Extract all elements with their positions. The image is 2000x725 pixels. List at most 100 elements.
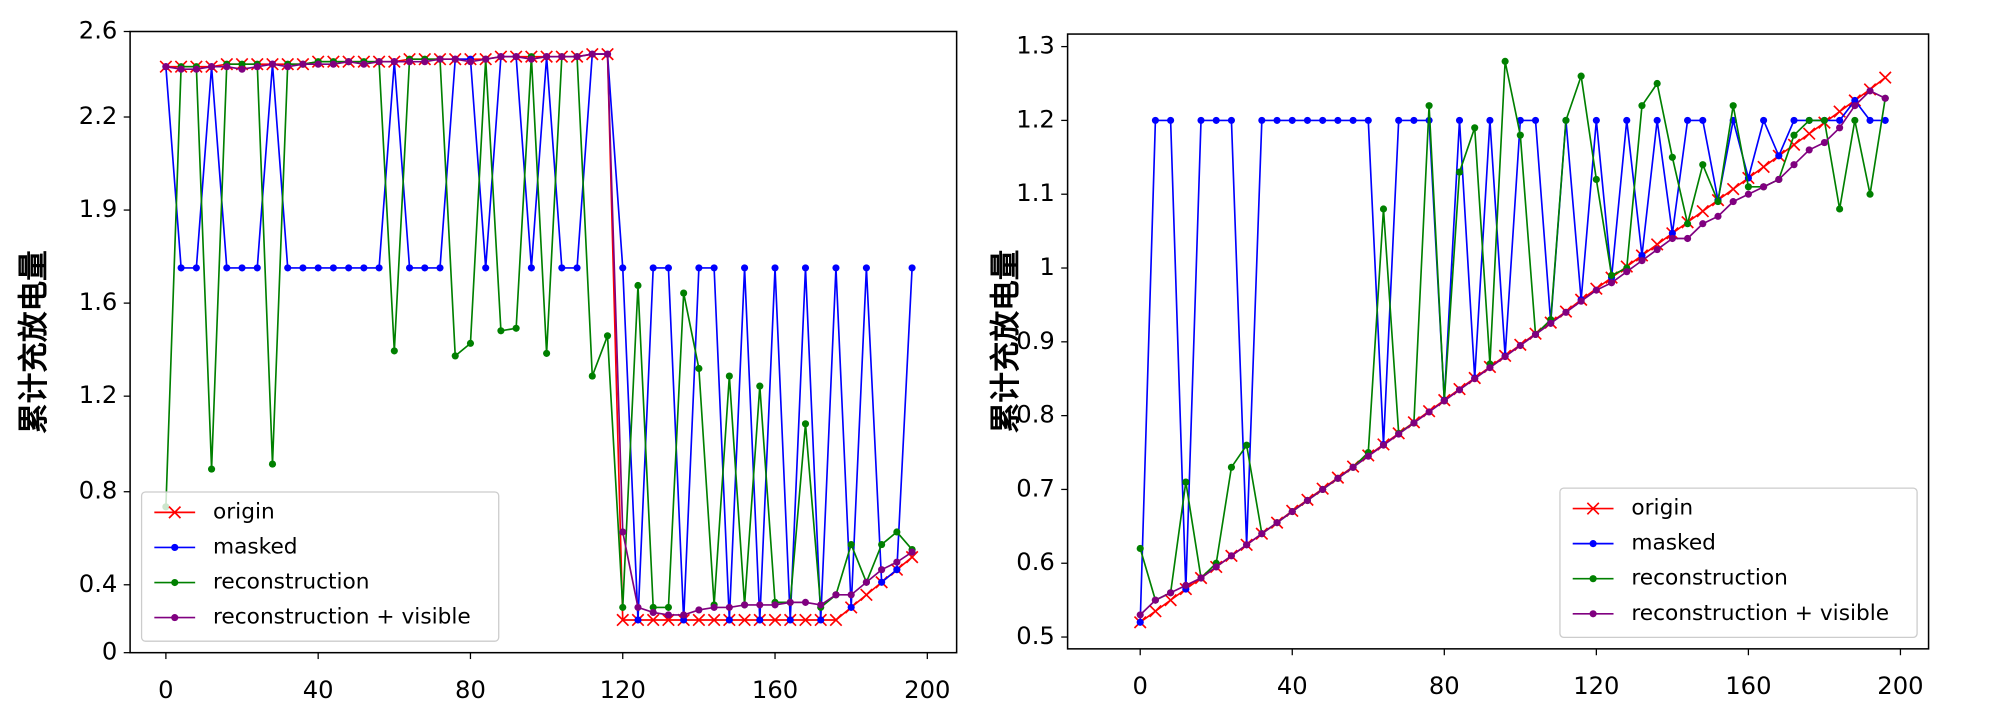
x-tick-label: 120 — [600, 676, 646, 704]
plot-frame — [1066, 33, 1930, 650]
marker — [1653, 116, 1661, 124]
marker — [390, 58, 398, 66]
y-tick-label: 0.5 — [1016, 622, 1055, 650]
marker — [862, 264, 870, 272]
marker — [1136, 611, 1144, 619]
marker — [771, 264, 779, 272]
marker — [786, 616, 794, 624]
marker — [649, 603, 657, 611]
marker — [1486, 116, 1494, 124]
marker — [664, 264, 673, 272]
marker — [878, 566, 886, 574]
marker — [1273, 116, 1281, 124]
marker — [466, 58, 475, 66]
marker — [710, 603, 718, 611]
x-tick-label: 200 — [904, 676, 950, 704]
marker — [238, 65, 246, 73]
marker — [171, 614, 179, 622]
x-tick-label: 0 — [1132, 672, 1147, 700]
marker — [1547, 319, 1555, 327]
legend-label: reconstruction + visible — [1631, 601, 1889, 626]
marker — [1471, 375, 1479, 383]
marker — [238, 60, 246, 68]
marker — [619, 264, 627, 272]
marker — [707, 613, 721, 627]
marker — [619, 528, 627, 536]
marker — [695, 606, 703, 614]
marker — [436, 264, 444, 272]
marker — [1592, 286, 1600, 294]
y-tick-label: 2.2 — [79, 102, 118, 130]
marker — [436, 55, 444, 63]
marker — [223, 264, 231, 272]
marker — [1699, 116, 1707, 124]
marker — [1151, 116, 1159, 124]
marker — [1802, 127, 1816, 141]
marker — [603, 50, 612, 58]
marker — [1668, 153, 1676, 161]
marker — [171, 578, 179, 587]
marker — [268, 460, 277, 468]
marker — [1699, 220, 1707, 228]
legend-label: masked — [1631, 531, 1716, 556]
marker — [847, 540, 855, 549]
marker — [1410, 419, 1418, 427]
marker — [253, 264, 261, 272]
marker — [1395, 430, 1403, 438]
plot-frame — [129, 30, 958, 654]
marker — [741, 601, 749, 609]
marker — [860, 588, 873, 602]
marker — [1684, 220, 1692, 228]
y-tick-label: 1.9 — [79, 195, 118, 223]
y-tick-label: 1.2 — [1016, 105, 1055, 133]
marker — [649, 264, 657, 272]
marker — [573, 53, 581, 61]
marker — [405, 58, 414, 66]
marker — [1149, 604, 1162, 618]
marker — [1836, 116, 1844, 124]
marker — [832, 591, 840, 599]
marker — [1334, 116, 1342, 124]
marker — [1303, 496, 1312, 505]
marker — [1623, 268, 1631, 276]
marker — [756, 382, 764, 390]
marker — [1653, 245, 1661, 254]
marker — [1334, 474, 1342, 482]
marker — [771, 601, 779, 609]
marker — [1243, 541, 1251, 549]
marker — [1684, 234, 1692, 243]
marker — [1531, 116, 1540, 124]
series — [162, 50, 916, 619]
marker — [1699, 161, 1707, 169]
marker — [1623, 116, 1631, 124]
marker — [345, 58, 353, 66]
y-tick-label: 1 — [1039, 253, 1054, 281]
marker — [1775, 175, 1783, 184]
marker — [329, 264, 337, 272]
y-tick-label: 1.3 — [1016, 32, 1055, 60]
marker — [1805, 116, 1813, 124]
marker — [801, 598, 810, 606]
legend-label: reconstruction + visible — [213, 605, 471, 630]
marker — [223, 63, 231, 71]
marker — [768, 613, 782, 627]
marker — [1851, 96, 1859, 105]
y-tick-label: 1.1 — [1016, 179, 1055, 207]
marker — [1197, 116, 1205, 124]
marker — [527, 264, 535, 272]
marker — [1212, 116, 1220, 124]
marker — [1516, 131, 1524, 139]
marker — [695, 364, 703, 373]
marker — [1440, 397, 1448, 405]
marker — [1668, 234, 1676, 243]
marker — [171, 543, 179, 552]
marker — [588, 50, 596, 58]
marker — [725, 603, 733, 611]
marker — [1650, 238, 1664, 251]
marker — [1668, 229, 1676, 237]
marker — [1790, 161, 1798, 169]
marker — [1364, 452, 1372, 460]
marker — [1151, 596, 1159, 604]
marker — [208, 465, 216, 473]
marker — [192, 264, 200, 272]
